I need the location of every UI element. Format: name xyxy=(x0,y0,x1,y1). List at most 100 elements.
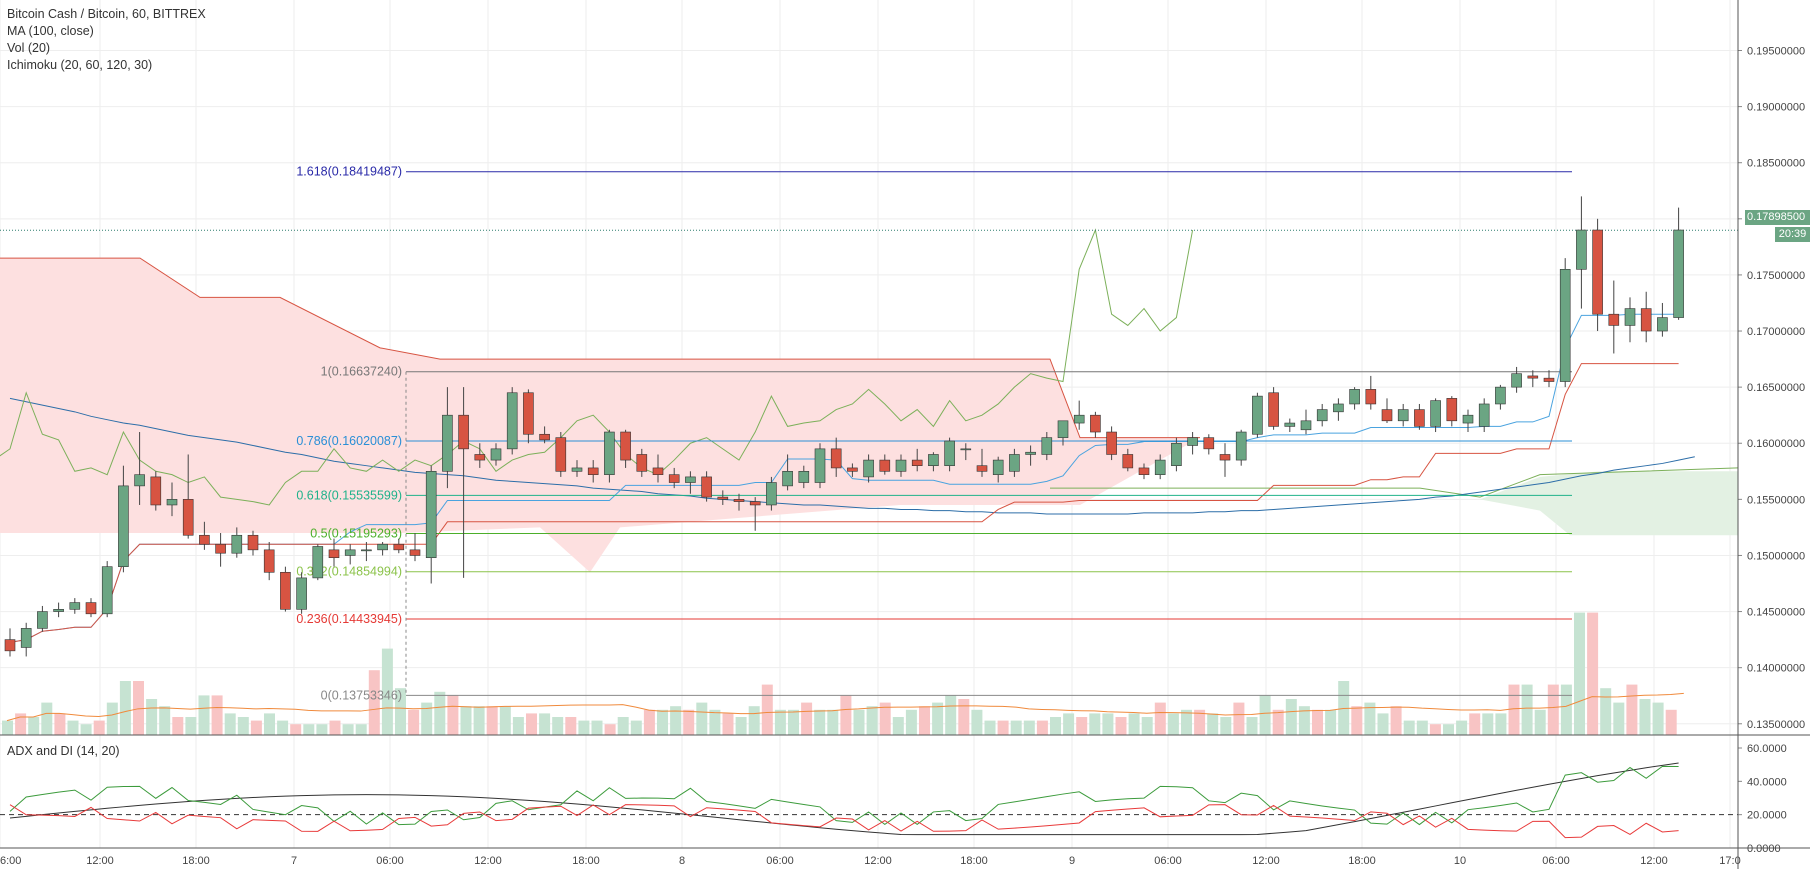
volume-bar xyxy=(617,717,629,735)
candle-body xyxy=(4,639,16,652)
volume-bar xyxy=(801,702,813,735)
candle-body xyxy=(1673,229,1684,318)
volume-bar xyxy=(1482,713,1494,735)
volume-bar xyxy=(670,706,682,735)
candle-body xyxy=(1624,308,1636,326)
volume-bar xyxy=(827,709,839,735)
adx-tick-label: 60.0000 xyxy=(1747,743,1787,755)
volume-bar xyxy=(1416,720,1428,735)
candle-body xyxy=(571,467,583,472)
volume-bar xyxy=(997,720,1009,735)
volume-bar xyxy=(198,695,210,735)
volume-bar xyxy=(185,717,197,735)
volume-bar xyxy=(919,706,930,735)
volume-bar xyxy=(1574,612,1585,735)
volume-bar xyxy=(1089,713,1101,735)
candle-body xyxy=(166,499,178,506)
y-tick-label: 0.19500000 xyxy=(1747,45,1805,57)
y-tick-label: 0.16500000 xyxy=(1747,382,1805,394)
volume-bar xyxy=(1351,706,1363,735)
candle-body xyxy=(1203,437,1215,450)
volume-bar xyxy=(1429,724,1441,735)
cloud-bullish xyxy=(1480,471,1738,536)
candle-body xyxy=(1106,431,1117,455)
volume-bar xyxy=(1102,713,1114,735)
volume-bar xyxy=(172,717,184,735)
volume-bar xyxy=(1600,688,1612,735)
volume-bar xyxy=(1639,699,1651,735)
volume-bar xyxy=(368,670,380,735)
volume-bar xyxy=(355,724,367,735)
volume-bar xyxy=(1456,720,1468,735)
candle-body xyxy=(1073,414,1085,424)
candle-body xyxy=(830,448,842,469)
volume-bar xyxy=(381,648,393,735)
x-tick-label: 18:00 xyxy=(182,855,210,867)
symbol-label[interactable]: Bitcoin Cash / Bitcoin, 60, BITTREX xyxy=(7,7,206,21)
volume-bar xyxy=(761,684,773,735)
candle-body xyxy=(1495,386,1506,405)
x-tick-label: 9 xyxy=(1069,855,1075,867)
volume-bar xyxy=(1194,709,1206,735)
candle-body xyxy=(20,628,32,648)
volume-bar xyxy=(1298,706,1310,735)
candle-body xyxy=(523,392,534,435)
volume-ma-line xyxy=(6,692,1684,722)
candle-body xyxy=(1009,454,1020,472)
candle-body xyxy=(928,454,939,466)
volume-bar xyxy=(1207,713,1219,735)
volume-bar xyxy=(1364,702,1376,735)
volume-bar xyxy=(683,709,695,735)
volume-bar xyxy=(1613,702,1625,735)
x-tick-label: 12:00 xyxy=(1252,855,1280,867)
ma-label[interactable]: MA (100, close) xyxy=(7,24,94,38)
candle-body xyxy=(1235,431,1247,461)
fib-level-label: 1(0.16637240) xyxy=(321,365,402,379)
ichimoku-label[interactable]: Ichimoku (20, 60, 120, 30) xyxy=(7,58,153,72)
fib-level-label: 0.618(0.15535599) xyxy=(296,488,402,502)
adx-line xyxy=(9,762,1679,836)
volume-bar xyxy=(735,717,747,735)
candle-body xyxy=(263,549,275,573)
volume-bar xyxy=(1115,717,1127,735)
volume-bar xyxy=(905,709,917,735)
volume-bar xyxy=(1560,684,1572,735)
candle-body xyxy=(150,476,162,506)
candle-body xyxy=(814,448,826,483)
volume-bar xyxy=(958,699,970,735)
candle-body xyxy=(328,549,340,559)
candle-body xyxy=(474,454,486,461)
x-tick-label: 8 xyxy=(679,855,685,867)
adx-label[interactable]: ADX and DI (14, 20) xyxy=(7,744,120,758)
candle-body xyxy=(506,392,518,450)
volume-bar xyxy=(434,691,446,735)
candle-body xyxy=(587,467,599,475)
x-tick-label: 18:00 xyxy=(1348,855,1376,867)
x-tick-label: 12:00 xyxy=(864,855,892,867)
candle-body xyxy=(944,440,955,466)
x-tick-label: 10 xyxy=(1454,855,1466,867)
volume-bar xyxy=(54,713,66,735)
candle-body xyxy=(992,459,1004,475)
candle-body xyxy=(1349,389,1360,405)
volume-bar xyxy=(1036,720,1048,735)
fib-level-label: 0.236(0.14433945) xyxy=(296,612,402,626)
volume-bar xyxy=(512,717,524,735)
kijun-line xyxy=(9,363,1679,643)
candle-body xyxy=(1268,392,1279,427)
vol-label[interactable]: Vol (20) xyxy=(7,41,51,55)
volume-bar xyxy=(329,720,341,735)
volume-bar xyxy=(1167,713,1179,735)
candle-body xyxy=(847,467,858,472)
volume-bar xyxy=(1076,717,1088,735)
volume-bar xyxy=(1063,713,1075,735)
candle-body xyxy=(620,431,631,461)
candle-body xyxy=(458,414,469,450)
candle-body xyxy=(1462,414,1474,424)
candle-body xyxy=(1511,373,1522,388)
candle-body xyxy=(1478,403,1490,427)
volume-bar xyxy=(447,695,459,735)
volume-bar xyxy=(604,724,616,735)
volume-bar xyxy=(2,720,13,735)
